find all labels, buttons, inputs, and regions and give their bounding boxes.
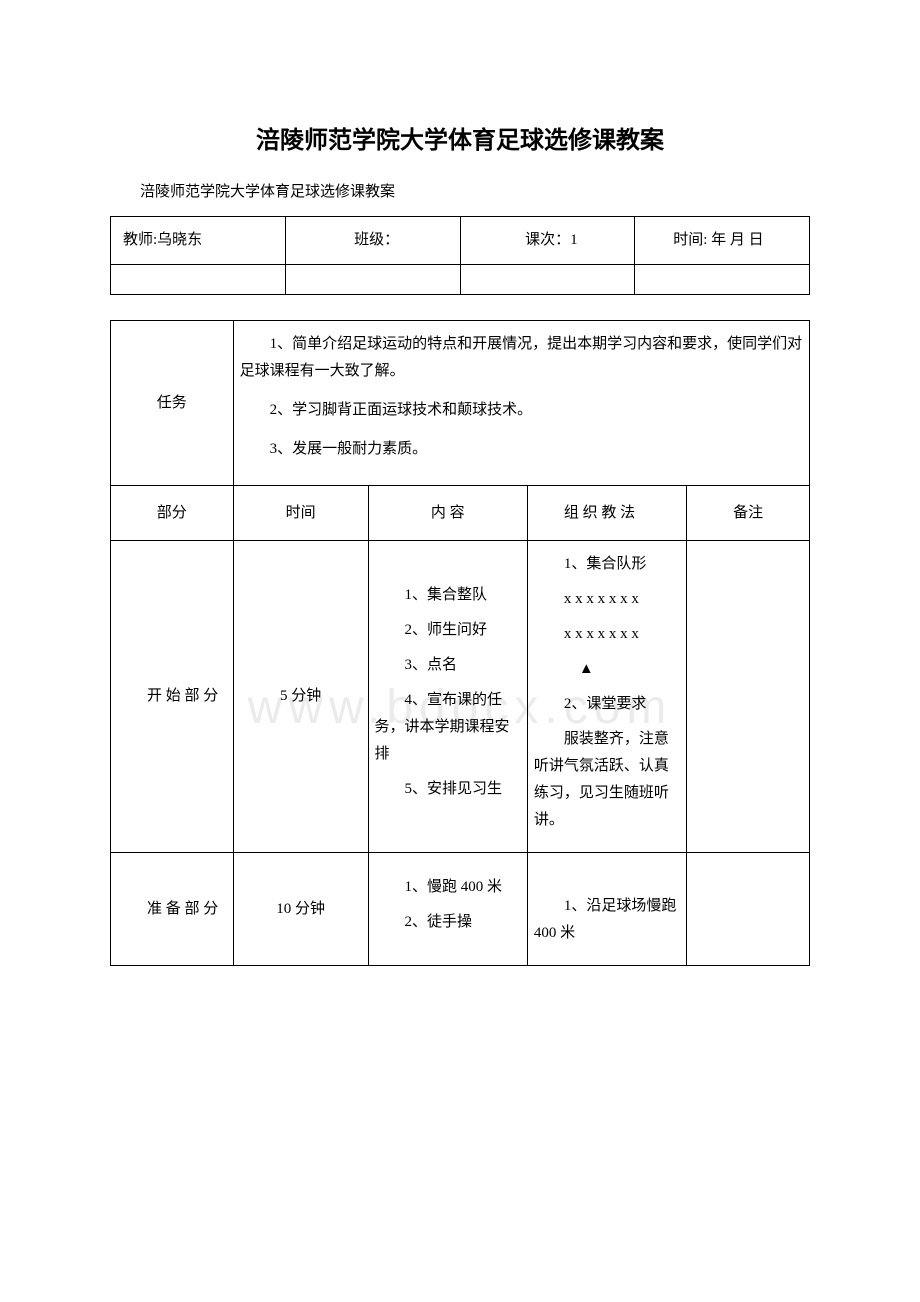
col-time: 时间 xyxy=(233,486,368,541)
remark-cell xyxy=(687,541,810,853)
table-row: 开 始 部 分 5 分钟 1、集合整队 2、师生问好 3、点名 4、宣布课的任务… xyxy=(111,541,810,853)
subtitle: 涪陵师范学院大学体育足球选修课教案 xyxy=(110,180,810,201)
header-row: 教师:乌晓东 班级： 课次：1 时间: 年 月 日 xyxy=(111,217,810,265)
time-value-cell: 5 分钟 xyxy=(233,541,368,853)
header-table: 教师:乌晓东 班级： 课次：1 时间: 年 月 日 xyxy=(110,216,810,295)
method-item: 1、集合队形 xyxy=(534,551,680,578)
content-item: 1、集合整队 xyxy=(375,582,521,609)
method-cell: 1、集合队形 x x x x x x x x x x x x x x ▲ 2、课… xyxy=(527,541,686,853)
task-label: 任务 xyxy=(111,321,234,486)
col-content: 内 容 xyxy=(368,486,527,541)
session-cell: 课次：1 xyxy=(460,217,635,265)
content-cell: 1、集合整队 2、师生问好 3、点名 4、宣布课的任务，讲本学期课程安排 5、安… xyxy=(368,541,527,853)
task-row: 任务 1、简单介绍足球运动的特点和开展情况，提出本期学习内容和要求，使同学们对足… xyxy=(111,321,810,486)
col-section: 部分 xyxy=(111,486,234,541)
page-title: 涪陵师范学院大学体育足球选修课教案 xyxy=(110,120,810,155)
remark-cell xyxy=(687,853,810,966)
task-content: 1、简单介绍足球运动的特点和开展情况，提出本期学习内容和要求，使同学们对足球课程… xyxy=(233,321,809,486)
method-item: x x x x x x x xyxy=(534,621,680,648)
content-item: 3、点名 xyxy=(375,652,521,679)
task-item: 3、发展一般耐力素质。 xyxy=(240,436,803,463)
content-item: 5、安排见习生 xyxy=(375,776,521,803)
task-item: 2、学习脚背正面运球技术和颠球技术。 xyxy=(240,397,803,424)
empty-cell xyxy=(111,265,286,295)
content-item: 4、宣布课的任务，讲本学期课程安排 xyxy=(375,687,521,768)
empty-cell xyxy=(635,265,810,295)
empty-cell xyxy=(285,265,460,295)
task-item: 1、简单介绍足球运动的特点和开展情况，提出本期学习内容和要求，使同学们对足球课程… xyxy=(240,331,803,385)
section-cell: 开 始 部 分 xyxy=(111,541,234,853)
header-empty-row xyxy=(111,265,810,295)
method-item: 服装整齐，注意听讲气氛活跃、认真练习，见习生随班听讲。 xyxy=(534,726,680,834)
col-method: 组 织 教 法 xyxy=(527,486,686,541)
method-item: 1、沿足球场慢跑 400 米 xyxy=(534,893,680,947)
col-remark: 备注 xyxy=(687,486,810,541)
empty-cell xyxy=(460,265,635,295)
content-item: 2、师生问好 xyxy=(375,617,521,644)
table-row: 准 备 部 分 10 分钟 1、慢跑 400 米 2、徒手操 1、沿足球场慢跑 … xyxy=(111,853,810,966)
column-header-row: 部分 时间 内 容 组 织 教 法 备注 xyxy=(111,486,810,541)
content-item: 1、慢跑 400 米 xyxy=(375,874,521,901)
content-table: 任务 1、简单介绍足球运动的特点和开展情况，提出本期学习内容和要求，使同学们对足… xyxy=(110,320,810,966)
method-item: ▲ xyxy=(534,656,680,683)
time-value-cell: 10 分钟 xyxy=(233,853,368,966)
class-cell: 班级： xyxy=(285,217,460,265)
teacher-cell: 教师:乌晓东 xyxy=(111,217,286,265)
content-cell: 1、慢跑 400 米 2、徒手操 xyxy=(368,853,527,966)
method-item: x x x x x x x xyxy=(534,586,680,613)
time-cell: 时间: 年 月 日 xyxy=(635,217,810,265)
content-item: 2、徒手操 xyxy=(375,909,521,936)
method-item: 2、课堂要求 xyxy=(534,691,680,718)
section-cell: 准 备 部 分 xyxy=(111,853,234,966)
method-cell: 1、沿足球场慢跑 400 米 xyxy=(527,853,686,966)
